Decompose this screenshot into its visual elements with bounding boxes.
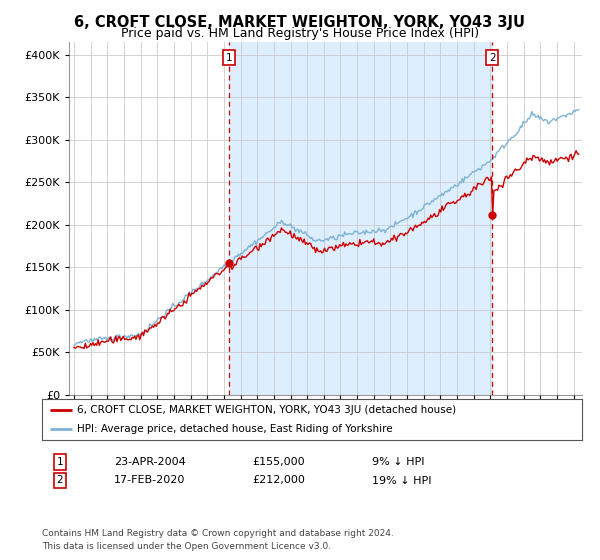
Text: 6, CROFT CLOSE, MARKET WEIGHTON, YORK, YO43 3JU: 6, CROFT CLOSE, MARKET WEIGHTON, YORK, Y… xyxy=(74,15,526,30)
Text: 1: 1 xyxy=(56,457,64,467)
Text: 19% ↓ HPI: 19% ↓ HPI xyxy=(372,475,431,486)
Text: 2: 2 xyxy=(489,53,496,63)
Text: 2: 2 xyxy=(56,475,64,486)
Bar xyxy=(229,42,493,395)
Text: HPI: Average price, detached house, East Riding of Yorkshire: HPI: Average price, detached house, East… xyxy=(77,424,393,433)
Text: Contains HM Land Registry data © Crown copyright and database right 2024.
This d: Contains HM Land Registry data © Crown c… xyxy=(42,529,394,550)
Text: 6, CROFT CLOSE, MARKET WEIGHTON, YORK, YO43 3JU (detached house): 6, CROFT CLOSE, MARKET WEIGHTON, YORK, Y… xyxy=(77,405,456,415)
Text: 9% ↓ HPI: 9% ↓ HPI xyxy=(372,457,425,467)
Text: 17-FEB-2020: 17-FEB-2020 xyxy=(114,475,185,486)
Text: 1: 1 xyxy=(226,53,232,63)
Text: £155,000: £155,000 xyxy=(252,457,305,467)
Text: 23-APR-2004: 23-APR-2004 xyxy=(114,457,186,467)
Text: Price paid vs. HM Land Registry's House Price Index (HPI): Price paid vs. HM Land Registry's House … xyxy=(121,27,479,40)
Text: £212,000: £212,000 xyxy=(252,475,305,486)
